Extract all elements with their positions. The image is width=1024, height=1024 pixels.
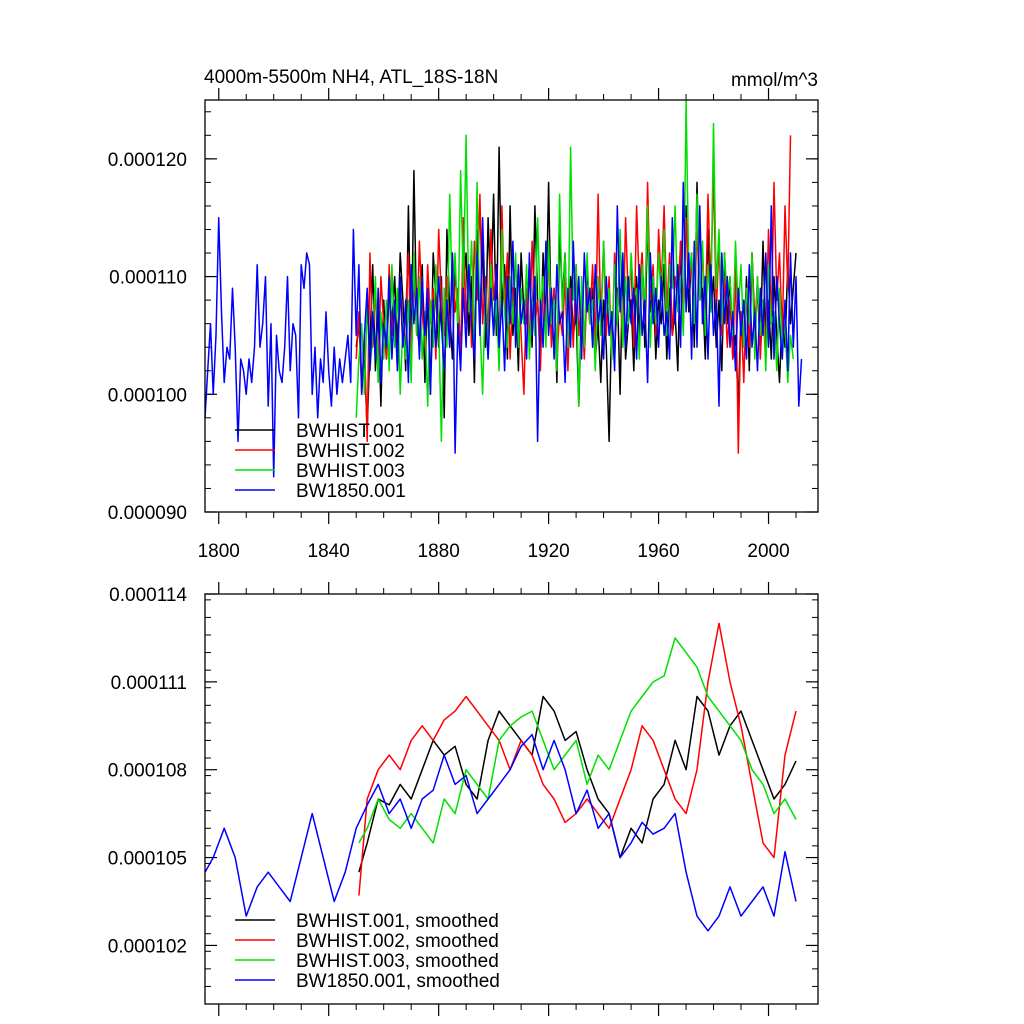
y-tick-label: 0.000108 — [108, 761, 187, 782]
top-panel: 4000m-5500m NH4, ATL_18S-18N mmol/m^3 0.… — [108, 67, 819, 562]
y-tick-label: 0.000090 — [108, 503, 187, 524]
x-tick-label: 1800 — [198, 541, 240, 562]
x-tick-label: 1880 — [418, 541, 460, 562]
x-tick-label: 1920 — [527, 541, 569, 562]
legend-label-3: BWHIST.003 — [296, 461, 405, 482]
x-tick-label: 2000 — [747, 541, 789, 562]
series-line-1 — [358, 695, 797, 873]
bottom-plot-frame — [204, 593, 819, 1005]
bottom-panel: 0.000102 0.000105 0.000108 0.000111 0.000114… — [108, 582, 819, 1016]
series-line-4 — [204, 181, 803, 478]
top-units: mmol/m^3 — [731, 70, 818, 91]
legend-label-1: BWHIST.001 — [296, 421, 405, 442]
top-plot-frame — [204, 99, 819, 513]
y-tick-label: 0.000105 — [108, 849, 187, 870]
legend-label-4: BW1850.001 — [296, 481, 406, 502]
legend-label-4: BW1850.001, smoothed — [296, 971, 500, 992]
y-tick-label: 0.000120 — [108, 150, 187, 171]
series-line-4 — [204, 733, 797, 932]
series-line-3 — [358, 637, 797, 844]
legend-label-2: BWHIST.002, smoothed — [296, 931, 499, 952]
x-tick-label: 1840 — [308, 541, 350, 562]
top-title: 4000m-5500m NH4, ATL_18S-18N — [204, 67, 498, 88]
y-tick-label: 0.000111 — [111, 673, 187, 694]
x-tick-label: 1960 — [637, 541, 679, 562]
y-tick-label: 0.000102 — [108, 936, 187, 957]
series-line-2 — [358, 622, 797, 896]
legend-label-3: BWHIST.003, smoothed — [296, 951, 499, 972]
y-tick-label: 0.000114 — [109, 585, 187, 606]
legend-label-1: BWHIST.001, smoothed — [296, 911, 499, 932]
y-tick-label: 0.000110 — [109, 268, 187, 289]
legend-label-2: BWHIST.002 — [296, 441, 405, 462]
y-tick-label: 0.000100 — [108, 385, 187, 406]
